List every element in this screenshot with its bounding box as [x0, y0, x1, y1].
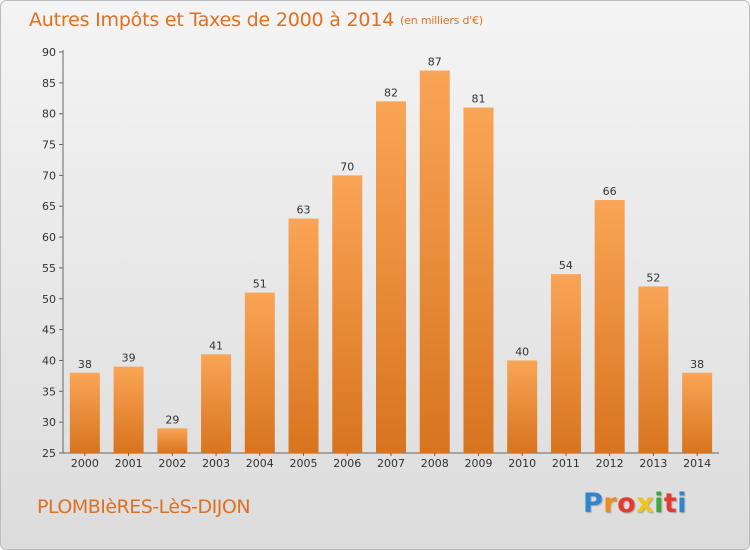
logo-letter: i	[677, 488, 688, 519]
bar	[419, 70, 450, 453]
bar	[157, 428, 188, 453]
bar	[201, 354, 232, 453]
y-tick-label: 25	[42, 447, 56, 460]
x-tick-label: 2008	[421, 457, 449, 470]
bar-value-label: 29	[165, 413, 179, 426]
bar	[507, 360, 538, 453]
logo-letter: o	[617, 488, 637, 519]
x-tick-label: 2014	[683, 457, 711, 470]
x-tick-label: 2006	[333, 457, 361, 470]
x-tick-label: 2001	[115, 457, 143, 470]
bar	[682, 372, 713, 453]
commune-name: PLOMBIèRES-LèS-DIJON	[37, 496, 251, 518]
bar-value-label: 51	[253, 278, 267, 291]
x-tick-label: 2009	[464, 457, 492, 470]
y-tick-label: 60	[42, 231, 56, 244]
x-tick-label: 2013	[639, 457, 667, 470]
x-tick-label: 2010	[508, 457, 536, 470]
bar-value-label: 40	[515, 345, 529, 358]
y-tick-label: 40	[42, 354, 56, 367]
y-tick-label: 30	[42, 416, 56, 429]
bar-value-label: 63	[297, 204, 311, 217]
y-tick-label: 80	[42, 108, 56, 121]
bar-value-label: 39	[122, 352, 136, 365]
x-tick-label: 2011	[552, 457, 580, 470]
x-tick-label: 2000	[71, 457, 99, 470]
bar-value-label: 82	[384, 86, 398, 99]
bar	[638, 286, 669, 453]
x-tick-label: 2004	[246, 457, 274, 470]
bar-value-label: 38	[78, 358, 92, 371]
y-tick-label: 65	[42, 200, 56, 213]
bar	[594, 200, 625, 453]
y-tick-label: 70	[42, 169, 56, 182]
x-tick-label: 2002	[158, 457, 186, 470]
x-tick-label: 2007	[377, 457, 405, 470]
y-tick-label: 90	[42, 46, 56, 59]
bar	[288, 218, 319, 453]
bar-value-label: 70	[340, 160, 354, 173]
bar-value-label: 38	[690, 358, 704, 371]
y-tick-label: 75	[42, 139, 56, 152]
bar-value-label: 66	[603, 185, 617, 198]
y-tick-label: 35	[42, 385, 56, 398]
logo-letter: t	[663, 488, 678, 519]
bar-value-label: 52	[646, 271, 660, 284]
chart-subtitle: (en milliers d'€)	[400, 14, 483, 27]
proxiti-logo: Proxiti	[583, 488, 687, 519]
bar-value-label: 87	[428, 56, 442, 69]
bar-value-label: 81	[471, 93, 485, 106]
x-tick-label: 2012	[596, 457, 624, 470]
logo-letter: P	[583, 488, 604, 519]
bar	[69, 372, 100, 453]
y-tick-label: 85	[42, 77, 56, 90]
bar	[550, 274, 581, 453]
y-tick-label: 50	[42, 293, 56, 306]
logo-letter: r	[603, 488, 618, 519]
chart-title: Autres Impôts et Taxes de 2000 à 2014 (en…	[29, 9, 483, 31]
bar	[113, 366, 144, 453]
x-tick-label: 2003	[202, 457, 230, 470]
bar	[376, 101, 406, 453]
bar-value-label: 41	[209, 339, 223, 352]
bar	[463, 107, 494, 454]
logo-letter: x	[636, 488, 655, 519]
chart-title-text: Autres Impôts et Taxes de 2000 à 2014	[29, 9, 395, 31]
bar-value-label: 54	[559, 259, 573, 272]
bar	[244, 292, 275, 453]
bar	[332, 175, 363, 453]
y-tick-label: 45	[42, 324, 56, 337]
x-tick-label: 2005	[290, 457, 318, 470]
y-tick-label: 55	[42, 262, 56, 275]
logo-letter: i	[654, 488, 664, 519]
